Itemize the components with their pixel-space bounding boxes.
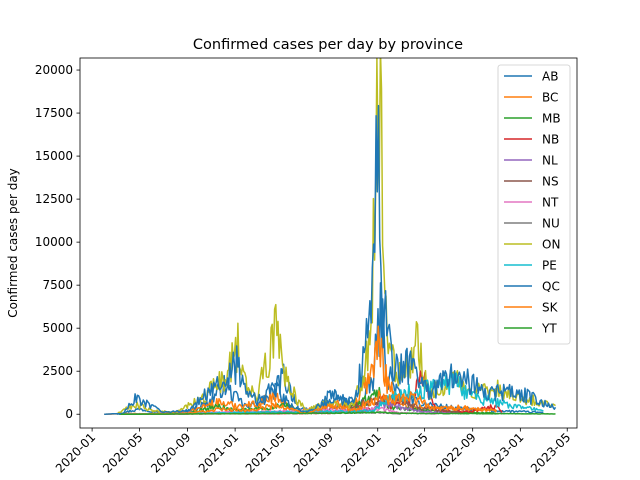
legend-label: MB bbox=[542, 112, 561, 126]
legend-label: YT bbox=[541, 322, 557, 336]
chart-title: Confirmed cases per day by province bbox=[193, 37, 463, 53]
x-axis: 2020-01 2020-05 2020-09 2021-01 2021-05 2021-… bbox=[53, 428, 573, 476]
legend-label: AB bbox=[542, 70, 558, 84]
y-tick-label: 0 bbox=[65, 407, 73, 421]
legend: AB BC MB NB NL NS NT NU ON PE QC SK YT bbox=[497, 64, 571, 345]
x-tick-label: 2023-01 bbox=[481, 430, 526, 475]
legend-label: NL bbox=[542, 154, 558, 168]
x-tick-label: 2022-09 bbox=[433, 430, 478, 475]
series-layer bbox=[104, 58, 557, 415]
y-tick-label: 15000 bbox=[35, 149, 73, 163]
legend-label: NU bbox=[542, 217, 560, 231]
y-tick-label: 7500 bbox=[42, 278, 73, 292]
legend-label: QC bbox=[542, 280, 560, 294]
plot-frame bbox=[79, 57, 578, 429]
x-tick-label: 2021-05 bbox=[243, 430, 288, 475]
legend-label: ON bbox=[542, 238, 560, 252]
x-tick-label: 2021-01 bbox=[196, 430, 241, 475]
series-line-on bbox=[115, 58, 556, 415]
x-tick-label: 2020-09 bbox=[148, 430, 193, 475]
y-tick-label: 17500 bbox=[35, 106, 73, 120]
y-tick-label: 2500 bbox=[42, 364, 73, 378]
x-tick-label: 2022-05 bbox=[385, 430, 430, 475]
series-line-qc bbox=[104, 104, 557, 415]
legend-box bbox=[497, 64, 571, 345]
x-tick-label: 2022-01 bbox=[338, 430, 383, 475]
legend-label: NT bbox=[542, 196, 559, 210]
x-tick-label: 2021-09 bbox=[291, 430, 336, 475]
legend-label: SK bbox=[542, 301, 559, 315]
legend-label: PE bbox=[542, 259, 557, 273]
legend-label: NB bbox=[542, 133, 559, 147]
x-tick-label: 2023-05 bbox=[528, 430, 573, 475]
y-tick-label: 5000 bbox=[42, 321, 73, 335]
x-tick-label: 2020-05 bbox=[100, 430, 145, 475]
series-line-ab bbox=[116, 282, 544, 415]
x-tick-label: 2020-01 bbox=[53, 430, 98, 475]
legend-label: BC bbox=[542, 91, 558, 105]
y-tick-label: 20000 bbox=[35, 63, 73, 77]
y-tick-label: 10000 bbox=[35, 235, 73, 249]
y-tick-label: 12500 bbox=[35, 192, 73, 206]
y-axis-label: Confirmed cases per day bbox=[6, 168, 20, 318]
y-axis: 0 2500 5000 7500 10000 12500 15000 17500 20000 bbox=[35, 63, 80, 421]
legend-label: NS bbox=[542, 175, 559, 189]
series-line-yt bbox=[121, 411, 556, 415]
